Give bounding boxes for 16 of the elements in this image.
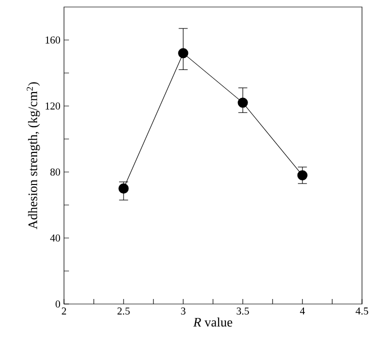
x-tick-label: 3.5: [236, 308, 249, 315]
y-tick-label: 0: [56, 300, 60, 308]
y-tick-label: 160: [46, 36, 60, 44]
y-tick-label: 40: [50, 234, 60, 242]
y-tick-label: 120: [46, 102, 60, 110]
point: [238, 98, 248, 108]
x-tick-label: 4.5: [356, 308, 368, 315]
point: [297, 170, 308, 180]
y-axis-title: Adhesion strength, (kg/cm$^{2}$): [26, 82, 40, 230]
x-tick-label: 2: [62, 308, 66, 314]
point: [178, 48, 188, 58]
y-tick-label: 80: [50, 168, 60, 176]
x-tick-label: 2.5: [118, 308, 130, 315]
x-axis-title: R value: [193, 317, 232, 327]
x-tick-label: 4: [300, 308, 305, 314]
x-tick-label: 3: [181, 308, 186, 315]
